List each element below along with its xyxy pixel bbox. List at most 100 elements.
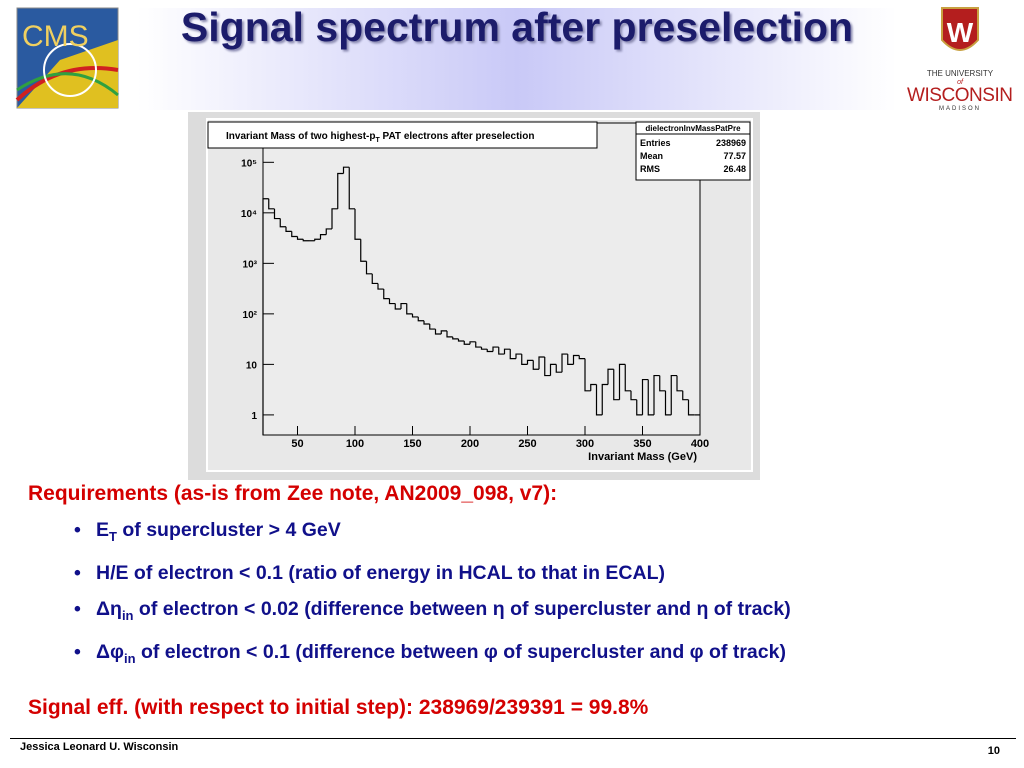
summary: Signal eff. (with respect to initial ste…	[28, 696, 649, 719]
x-tick-label: 100	[346, 438, 364, 450]
histogram-bin	[532, 360, 539, 370]
histogram-bin	[630, 390, 637, 401]
histogram-bin	[452, 336, 459, 340]
histogram-bin	[624, 364, 631, 392]
histogram-bin	[498, 347, 505, 355]
uw-logo: W THE UNIVERSITY of WISCONSIN MADISON	[907, 7, 1013, 112]
plot-frame	[262, 122, 701, 436]
histogram-bin	[503, 348, 511, 355]
histogram-bin	[417, 316, 424, 322]
bullet: ET of supercluster > 4 GeV	[72, 518, 1002, 549]
y-tick-label: 10²	[243, 310, 258, 321]
histogram-bin	[365, 261, 373, 275]
slide-title: Signal spectrum after preselection	[180, 4, 854, 50]
histogram-bin	[268, 198, 275, 210]
uw-name: WISCONSIN	[907, 85, 1013, 106]
histogram-bin	[584, 358, 591, 392]
requirements-list: ET of supercluster > 4 GeV H/E of electr…	[72, 518, 1002, 683]
hist-title-box	[207, 121, 598, 149]
histogram-bin	[647, 379, 654, 416]
histogram-bin	[601, 383, 608, 415]
stats-name: dielectronInvMassPatPre	[645, 124, 741, 133]
histogram-bin	[590, 383, 597, 391]
x-tick-label: 250	[518, 438, 536, 450]
histogram-bin	[636, 399, 643, 416]
histogram-bin	[578, 355, 585, 360]
cms-logo: CMS	[15, 7, 119, 109]
histogram-bin	[279, 218, 286, 228]
histogram-bin	[411, 313, 419, 318]
histogram-bin	[509, 349, 516, 360]
histogram-bin	[613, 369, 620, 401]
text: E	[96, 519, 110, 541]
histogram-bin	[687, 399, 695, 416]
histogram-bin	[440, 330, 447, 334]
histogram-bin	[595, 384, 603, 416]
histogram-bin	[348, 167, 355, 210]
histogram-bin	[561, 353, 568, 373]
y-tick-label: 1	[251, 411, 257, 422]
histogram-bin	[653, 374, 660, 415]
histogram-bin	[383, 289, 390, 300]
histogram-bin	[429, 323, 436, 330]
stats-label: Entries	[640, 138, 671, 148]
histogram-bin	[572, 354, 580, 365]
y-tick-label: 10³	[243, 259, 258, 270]
stats-label: RMS	[640, 164, 660, 174]
y-tick-label: 10⁵	[241, 158, 257, 169]
text: H/E of electron < 0.1 (ratio of energy i…	[96, 561, 665, 584]
x-tick-label: 50	[291, 438, 303, 450]
x-axis-label: Invariant Mass (GeV)	[588, 451, 697, 463]
requirements-heading: Requirements (as-is from Zee note, AN200…	[28, 482, 558, 505]
text: Δφ	[96, 640, 124, 663]
page-number: 10	[987, 745, 1000, 757]
subscript: in	[121, 607, 134, 623]
title-band	[137, 8, 897, 110]
histogram-bin	[371, 273, 378, 285]
histogram-bin	[360, 239, 367, 262]
footer-author: Jessica Leonard U. Wisconsin	[20, 741, 179, 753]
histogram-bin	[331, 208, 338, 229]
hist-title-part: Invariant Mass of two highest-p	[226, 131, 375, 142]
stats-value: 26.48	[723, 164, 746, 174]
subscript: in	[123, 650, 136, 666]
bullet: H/E of electron < 0.1 (ratio of energy i…	[72, 561, 1002, 585]
histogram-bin	[388, 298, 396, 305]
x-tick-label: 150	[403, 438, 421, 450]
histogram-bin	[302, 239, 309, 242]
histogram-bin	[377, 283, 384, 290]
histogram-bin	[434, 329, 442, 335]
histogram-bin	[262, 198, 269, 435]
text: of supercluster > 4 GeV	[116, 519, 341, 541]
histogram-bin	[607, 368, 614, 385]
histogram-bin	[544, 356, 551, 377]
histogram-bin	[555, 364, 562, 373]
hist-title-part: PAT electrons after preselection	[380, 131, 535, 142]
uw-line1: THE UNIVERSITY	[927, 69, 994, 78]
histogram-bin	[285, 226, 292, 232]
histogram-bin	[463, 341, 470, 345]
histogram-bin	[682, 390, 689, 401]
histogram-bin	[670, 374, 677, 415]
histogram-bin	[676, 375, 683, 392]
histogram-bin	[325, 228, 332, 235]
x-tick-label: 300	[576, 438, 594, 450]
stats-value: 77.57	[723, 151, 746, 161]
histogram-bin	[526, 359, 534, 365]
subscript: T	[109, 528, 117, 544]
text: of electron < 0.1 (difference between φ …	[135, 640, 786, 663]
histogram-bin	[659, 375, 666, 392]
histogram-bin	[469, 341, 476, 345]
histogram-bin	[641, 378, 649, 415]
x-tick-label: 400	[691, 438, 709, 450]
histogram-bin	[394, 303, 401, 310]
cms-text: CMS	[22, 20, 89, 53]
footer-rule	[10, 738, 1016, 739]
histogram-bin	[354, 208, 361, 240]
y-tick-label: 10	[246, 360, 258, 371]
histogram-bin	[400, 302, 407, 309]
histogram-bin	[549, 363, 557, 376]
histogram-bin	[291, 231, 298, 238]
